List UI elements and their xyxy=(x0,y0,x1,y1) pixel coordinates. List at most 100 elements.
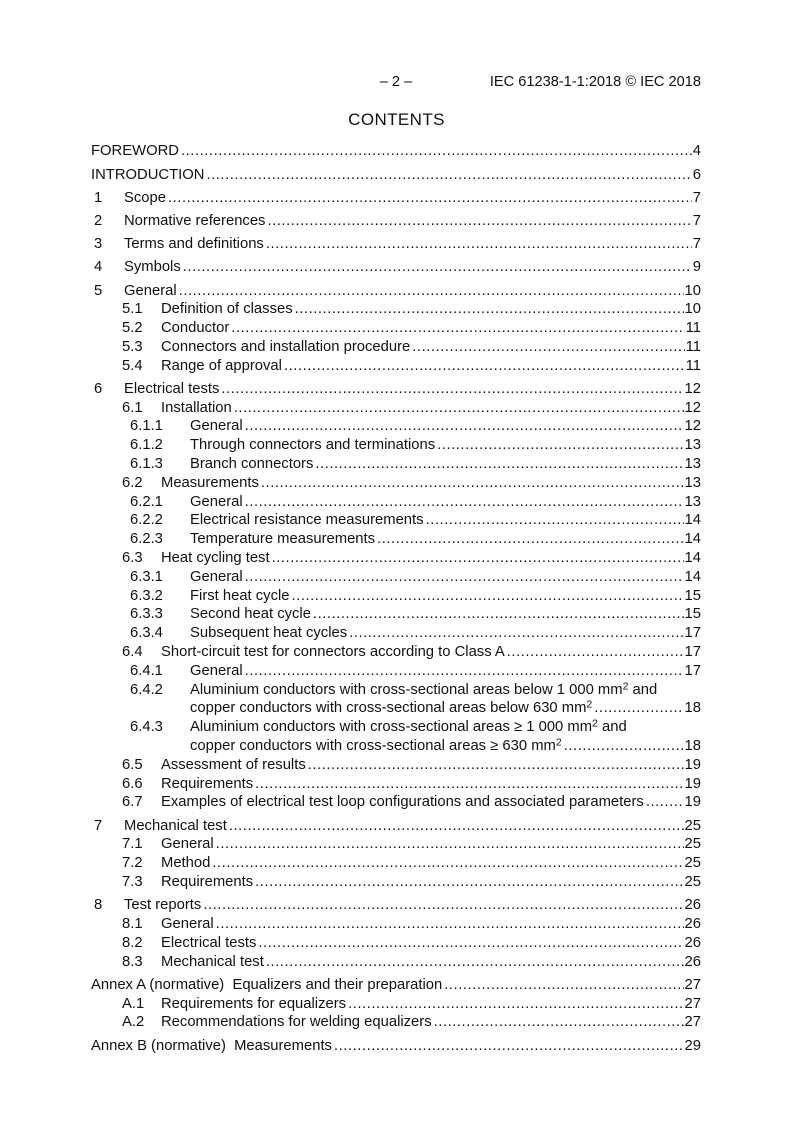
toc-entry-content: Electrical resistance measurements......… xyxy=(190,511,701,530)
toc-entry-title: Aluminium conductors with cross-sectiona… xyxy=(190,718,627,737)
toc-entry-content: General.................................… xyxy=(190,662,701,681)
toc-entry-line: Requirements............................… xyxy=(161,873,701,892)
toc-entry-line: Symbols.................................… xyxy=(124,258,701,277)
title-text: Electrical resistance measurements xyxy=(190,512,424,529)
dot-leader: ........................................… xyxy=(437,437,683,454)
title-text: First heat cycle xyxy=(190,587,290,604)
dot-leader: ........................................… xyxy=(265,953,684,970)
dot-leader: ........................................… xyxy=(312,606,684,623)
toc-entry-line: General.................................… xyxy=(161,835,701,854)
title-text: Assessment of results xyxy=(161,756,306,773)
title-text: Mechanical test xyxy=(161,953,264,970)
toc-entry-number: 6.2.2 xyxy=(130,512,163,529)
toc-entry-title: Electrical resistance measurements xyxy=(190,511,424,530)
dot-leader: ........................................… xyxy=(258,934,683,951)
title-text: Temperature measurements xyxy=(190,531,376,548)
dot-leader: ........................................… xyxy=(203,897,684,914)
toc-entry-page: 6 xyxy=(692,166,701,183)
toc-entry-title: Short-circuit test for connectors accord… xyxy=(161,643,505,662)
title-text: and xyxy=(628,681,658,698)
toc-entry-number: 6.5 xyxy=(122,756,143,773)
dot-leader: ........................................… xyxy=(563,738,684,755)
toc-entry-page: 14 xyxy=(684,531,701,548)
toc-entry-title: First heat cycle xyxy=(190,587,290,606)
title-text: Heat cycling test xyxy=(161,550,270,567)
toc-entry-content: Aluminium conductors with cross-sectiona… xyxy=(190,718,701,756)
toc-entry-number: 6.4.1 xyxy=(130,662,163,679)
title-text: General xyxy=(190,418,243,435)
toc-entry-title: FOREWORD xyxy=(91,142,179,161)
dot-leader: ........................................… xyxy=(244,418,684,435)
toc-entry-content: FOREWORD................................… xyxy=(91,142,701,161)
toc-entry-line: Connectors and installation procedure...… xyxy=(161,338,701,357)
toc-entry-page: 11 xyxy=(685,320,701,337)
toc-entry-page: 14 xyxy=(684,512,701,529)
title-text: Normative references xyxy=(124,212,266,229)
title-text: Requirements for equalizers xyxy=(161,995,347,1012)
dot-leader: ........................................… xyxy=(215,836,684,853)
toc-entry-page: 25 xyxy=(684,817,701,834)
toc-entry-content: Assessment of results...................… xyxy=(161,756,701,775)
dot-leader: ........................................… xyxy=(182,259,692,276)
toc-entry-page: 13 xyxy=(684,456,701,473)
toc-entry-line: Test reports............................… xyxy=(124,896,701,915)
dot-leader: ........................................… xyxy=(228,817,684,834)
toc-entry: 6.3.1 General............................… xyxy=(91,568,701,587)
title-text: Short-circuit test for connectors accord… xyxy=(161,644,505,661)
toc-entry-number: 6.3 xyxy=(122,550,143,567)
title-text: General xyxy=(190,568,243,585)
toc-entry-content: Conductor...............................… xyxy=(161,319,701,338)
title-text: Symbols xyxy=(124,259,181,276)
toc-entry-title: Connectors and installation procedure xyxy=(161,338,410,357)
dot-leader: ........................................… xyxy=(294,301,684,318)
toc-entry-content: Connectors and installation procedure...… xyxy=(161,338,701,357)
toc-entry-page: 27 xyxy=(684,976,701,993)
toc-entry-title: Range of approval xyxy=(161,357,282,376)
dot-leader: ........................................… xyxy=(377,531,683,548)
toc-entry-line: Temperature measurements................… xyxy=(190,530,701,549)
title-text: Annex B (normative) Measurements xyxy=(91,1037,332,1054)
toc-entry-number: 6.2.3 xyxy=(130,531,163,548)
dot-leader: ........................................… xyxy=(271,550,684,567)
toc-entry-line: Requirements for equalizers.............… xyxy=(161,995,701,1014)
toc-entry-page: 11 xyxy=(685,338,701,355)
toc-entry: 6.3 Heat cycling test....................… xyxy=(91,549,701,568)
toc-entry-content: General.................................… xyxy=(161,835,701,854)
toc-entry-line: Normative references....................… xyxy=(124,212,701,231)
dot-leader: ........................................… xyxy=(283,357,685,374)
toc-entry-line: Assessment of results...................… xyxy=(161,756,701,775)
dot-leader: ........................................… xyxy=(212,855,684,872)
toc-entry-line: Electrical tests........................… xyxy=(161,934,701,953)
toc-entry-page: 29 xyxy=(684,1037,701,1054)
toc-entry-page: 26 xyxy=(684,915,701,932)
toc-entry-line: FOREWORD................................… xyxy=(91,142,701,161)
toc-entry: 6.6 Requirements.........................… xyxy=(91,775,701,794)
title-text: Requirements xyxy=(161,775,254,792)
toc-entry-content: Terms and definitions...................… xyxy=(124,235,701,254)
toc-entry: 8 Test reports...........................… xyxy=(91,896,701,915)
toc-entry-line: copper conductors with cross-sectional a… xyxy=(190,737,701,756)
toc-entry: 7 Mechanical test........................… xyxy=(91,817,701,836)
toc-entry-line: Heat cycling test.......................… xyxy=(161,549,701,568)
toc-entry-line: Installation............................… xyxy=(161,399,701,418)
toc-entry-number: 6.4.2 xyxy=(130,681,163,698)
dot-leader: ........................................… xyxy=(425,512,684,529)
toc-entry-content: Electrical tests........................… xyxy=(124,380,701,399)
toc-entry-page: 15 xyxy=(684,587,701,604)
toc-entry-content: Aluminium conductors with cross-sectiona… xyxy=(190,681,701,719)
title-text: INTRODUCTION xyxy=(91,166,205,183)
toc-entry-line: INTRODUCTION............................… xyxy=(91,166,701,185)
title-text: Range of approval xyxy=(161,357,282,374)
toc-entry-line: Range of approval.......................… xyxy=(161,357,701,376)
toc-entry-number: 6.7 xyxy=(122,794,143,811)
title-text: Connectors and installation procedure xyxy=(161,338,411,355)
title-text: Test reports xyxy=(124,897,202,914)
toc-entry-title: Second heat cycle xyxy=(190,605,311,624)
toc-entry-line: Terms and definitions...................… xyxy=(124,235,701,254)
toc-entry: 8.1 General..............................… xyxy=(91,915,701,934)
toc-entry-line: General.................................… xyxy=(190,568,701,587)
dot-leader: ........................................… xyxy=(244,568,684,585)
toc-entry-content: Through connectors and terminations.....… xyxy=(190,436,701,455)
toc-entry: 7.1 General..............................… xyxy=(91,835,701,854)
toc-entry-title: Requirements for equalizers xyxy=(161,995,346,1014)
